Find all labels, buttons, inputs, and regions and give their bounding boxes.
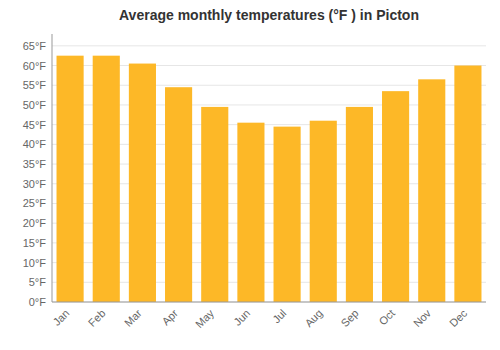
y-axis: 0°F 5°F 10°F 15°F 20°F 25°F 30°F 35°F 40°F 45°F 50… — [23, 34, 52, 308]
x-tick-label: Oct — [376, 307, 397, 328]
y-tick-label: 20°F — [23, 217, 47, 229]
bar — [274, 127, 301, 302]
x-tick-label: Jun — [231, 307, 252, 328]
bar — [129, 64, 156, 302]
bar — [454, 66, 481, 302]
x-tick-label: Mar — [122, 307, 144, 329]
x-axis-line — [52, 302, 486, 303]
bar — [382, 91, 409, 302]
y-tick-label: 60°F — [23, 60, 47, 72]
bar — [57, 56, 84, 302]
y-tick-label: 50°F — [23, 99, 47, 111]
y-axis-line — [52, 34, 53, 302]
x-tick-label: Feb — [86, 307, 108, 329]
y-tick-label: 45°F — [23, 119, 47, 131]
grid — [52, 46, 486, 302]
bar — [237, 123, 264, 302]
bar — [418, 79, 445, 302]
y-tick-label: 30°F — [23, 178, 47, 190]
bar — [165, 87, 192, 302]
y-tick-label: 40°F — [23, 138, 47, 150]
x-tick-label: Jul — [270, 307, 288, 325]
bar — [201, 107, 228, 302]
y-tick-label: 5°F — [29, 276, 47, 288]
x-axis: Jan Feb Mar Apr May Jun Jul Aug Sep Oct Nov Dec — [50, 302, 486, 330]
grid-line — [52, 302, 486, 303]
x-tick-label: Sep — [339, 307, 361, 329]
title: Average monthly temperatures (°F ) in Pi… — [119, 7, 419, 23]
x-tick-label: Nov — [411, 307, 434, 330]
bar — [346, 107, 373, 302]
y-tick-label: 55°F — [23, 79, 47, 91]
y-tick-label: 35°F — [23, 158, 47, 170]
x-tick-label: Aug — [302, 307, 324, 329]
bars — [57, 56, 482, 302]
x-tick-label: Dec — [447, 307, 470, 330]
y-tick-label: 10°F — [23, 257, 47, 269]
x-tick-label: May — [193, 307, 217, 331]
y-tick-label: 65°F — [23, 40, 47, 52]
bar — [93, 56, 120, 302]
x-tick-label: Jan — [50, 307, 71, 328]
bar — [310, 121, 337, 302]
y-tick-label: 25°F — [23, 197, 47, 209]
y-tick-label: 15°F — [23, 237, 47, 249]
chart: Average monthly temperatures (°F ) in Pi… — [0, 0, 500, 350]
grid-line — [52, 45, 486, 46]
y-tick-label: 0°F — [29, 296, 47, 308]
x-tick-label: Apr — [159, 307, 180, 328]
